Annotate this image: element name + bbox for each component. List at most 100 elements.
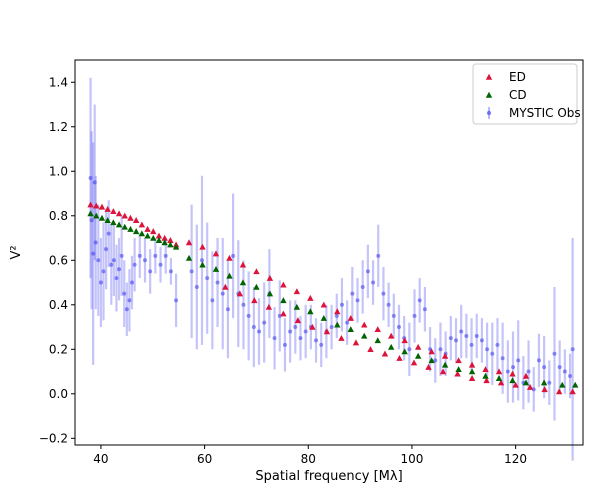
obs-point — [104, 247, 109, 252]
cd-point — [320, 314, 328, 321]
cd-point — [482, 372, 489, 379]
ed-point — [115, 210, 123, 217]
legend-obs-label: MYSTIC Obs — [509, 106, 581, 120]
ed-point — [352, 339, 360, 346]
obs-point — [225, 307, 230, 312]
obs-point — [474, 333, 479, 338]
ed-point — [265, 303, 273, 310]
obs-point — [158, 262, 163, 267]
ed-marker-layer — [87, 201, 576, 395]
y-tick-label: 0.4 — [49, 298, 68, 312]
cd-point — [441, 361, 449, 368]
cd-point — [138, 230, 146, 237]
obs-point — [365, 269, 370, 274]
cd-point — [266, 290, 274, 297]
cd-point — [495, 375, 503, 381]
ed-point — [93, 202, 100, 209]
legend-entry-obs: MYSTIC Obs — [486, 106, 581, 120]
ed-point — [127, 214, 134, 221]
ed-point — [334, 308, 341, 315]
obs-point — [194, 284, 199, 289]
ed-point — [410, 359, 418, 366]
obs-point — [111, 258, 116, 263]
ed-point — [381, 350, 389, 357]
obs-point — [516, 358, 521, 363]
ed-point — [512, 381, 519, 388]
y-tick-label: 1.0 — [49, 164, 68, 178]
obs-point — [355, 298, 360, 303]
cd-point — [401, 348, 408, 355]
obs-point — [479, 338, 484, 343]
obs-point — [407, 347, 412, 352]
obs-point — [246, 313, 251, 318]
obs-point — [91, 251, 96, 256]
x-tick-label: 40 — [93, 452, 108, 466]
cd-point — [307, 308, 314, 315]
ed-point — [439, 368, 447, 375]
obs-point — [130, 280, 135, 285]
cd-point — [155, 237, 163, 243]
legend-obs-marker — [486, 110, 492, 116]
cd-point — [468, 368, 476, 375]
obs-point — [314, 338, 319, 343]
ed-point — [425, 363, 432, 370]
obs-point — [89, 218, 94, 223]
legend-cd-label: CD — [509, 88, 527, 102]
obs-point — [381, 291, 386, 296]
obs-point — [231, 253, 236, 258]
cd-point — [414, 352, 422, 359]
obs-point — [117, 267, 122, 272]
ed-point — [185, 239, 193, 246]
y-tick-label: 1.4 — [49, 75, 68, 89]
legend: ED CD MYSTIC Obs — [472, 63, 581, 125]
obs-point — [119, 253, 124, 258]
ed-point — [266, 274, 274, 281]
ed-point — [396, 355, 403, 361]
obs-point — [114, 276, 119, 281]
ed-point — [338, 334, 345, 341]
obs-point — [122, 291, 127, 296]
cd-point — [334, 321, 341, 328]
cd-point — [280, 297, 287, 304]
obs-point — [448, 336, 453, 341]
ed-point — [367, 346, 374, 353]
obs-point — [92, 180, 97, 185]
obs-point — [376, 253, 381, 258]
obs-point — [345, 320, 350, 325]
obs-point — [417, 298, 422, 303]
obs-point — [132, 262, 137, 267]
ed-point — [87, 201, 94, 208]
ed-point — [307, 294, 314, 301]
cd-point — [239, 279, 247, 286]
obs-point — [438, 347, 443, 352]
cd-point — [199, 261, 206, 268]
cd-point — [167, 241, 174, 248]
obs-point — [469, 342, 474, 347]
cd-marker-layer — [87, 210, 579, 388]
ed-point — [526, 383, 534, 390]
y-tick-label: −0.2 — [39, 431, 68, 445]
obs-point — [422, 307, 427, 312]
ed-point — [239, 261, 247, 268]
obs-point — [350, 291, 355, 296]
obs-point — [531, 387, 536, 392]
y-tick-label: 0.8 — [49, 209, 68, 223]
y-tick-label: 0.0 — [49, 387, 68, 401]
cd-point — [144, 232, 151, 239]
ed-point — [569, 388, 576, 395]
obs-point — [526, 369, 531, 374]
ed-point — [374, 326, 381, 332]
ed-point — [309, 323, 316, 330]
ed-point — [323, 328, 331, 335]
obs-point — [542, 365, 547, 370]
obs-point — [568, 374, 573, 379]
y-tick-label: 1.2 — [49, 120, 68, 134]
obs-point — [277, 313, 282, 318]
obs-point — [148, 269, 153, 274]
obs-point — [142, 258, 147, 263]
ed-point — [150, 228, 157, 235]
legend-entry-ed: ED — [485, 70, 526, 84]
obs-point — [386, 302, 391, 307]
obs-point — [205, 276, 210, 281]
ed-point — [138, 221, 146, 228]
